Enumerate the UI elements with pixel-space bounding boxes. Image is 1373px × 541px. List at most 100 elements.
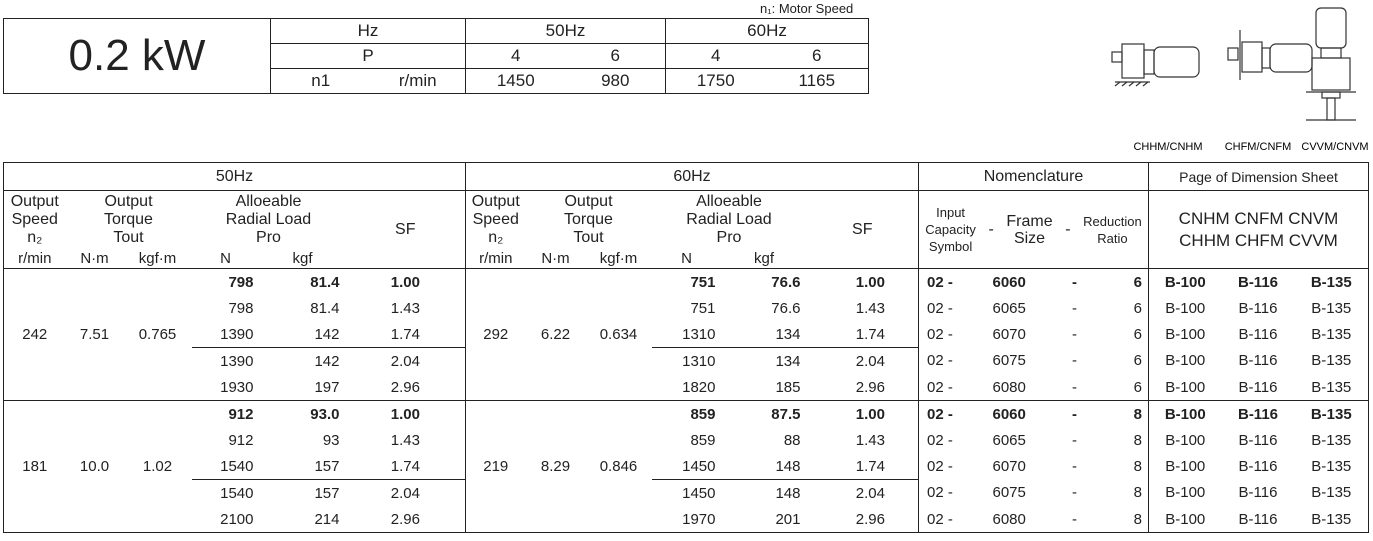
header-line: Pro	[716, 229, 742, 246]
header-line: Speed	[472, 211, 519, 228]
page-ref: B-135	[1311, 510, 1352, 528]
unit: r/min	[465, 249, 526, 269]
load-n: 1540	[220, 484, 254, 502]
nomenclature-header: Input Capacity Symbol - Frame Size - Reduction R…	[920, 204, 1149, 255]
row: 50Hz 60Hz Nomenclature Page of Dimension Sh…	[3, 162, 1369, 191]
load-n: 1310	[651, 321, 722, 348]
data-row: 1390 142 1.74 1310 134 1.74 02 -6070-6 B-100 B-1…	[4, 321, 1369, 348]
page-model: CHFM	[1234, 230, 1284, 250]
data-row: 1540 157 2.04 1450 148 2.04 02 - 6075 - 8 B-100 B-1…	[4, 479, 1369, 506]
model-icons: CHHM/CNHM CHFM/CNFM CVVM/CNVM	[1111, 7, 1369, 153]
page-model: CNHM	[1178, 208, 1230, 228]
load-kgf: 148	[775, 484, 801, 502]
load-kgf: 134	[721, 321, 807, 348]
load-kgf: 81.4	[259, 268, 346, 295]
ratio: 8	[1133, 457, 1142, 475]
load-kgf: 142	[259, 321, 346, 348]
icon-horizontal	[1111, 43, 1200, 87]
ratio: 6	[1133, 299, 1142, 317]
torque-kgfm: 0.634	[585, 268, 652, 401]
load-kgf: 93	[322, 431, 340, 449]
page-model: CNVM	[1288, 208, 1339, 228]
torque-nm: 6.22	[525, 268, 586, 401]
sf: 1.00	[806, 268, 919, 295]
data-row: 181 10.0 1.02 912 93.0 1.00 219 8.29 0.846 859 87.…	[3, 400, 1369, 533]
ratio: 8	[1094, 400, 1149, 427]
header-line: Ratio	[1097, 230, 1128, 246]
sf: 1.43	[855, 431, 885, 449]
header-line: Output	[564, 193, 613, 210]
sf: 2.96	[855, 378, 885, 396]
header-line: n₂	[27, 229, 43, 246]
header-line: Output	[471, 193, 520, 210]
data-row: 1390 142 2.04 1310 134 2.04 02 - 6075 - 6 B-100 B-1…	[4, 347, 1369, 374]
header-line: Radial Load	[225, 211, 312, 228]
cell: P	[270, 43, 466, 69]
data-row: 1930 197 2.96 1820 185 2.96 02 - 6080 - 6 B-100 B-1…	[4, 374, 1369, 401]
sf: 2.04	[855, 484, 885, 502]
load-n: 1970	[682, 510, 716, 528]
header-line: Capacity	[925, 222, 976, 237]
page-ref: B-135	[1311, 457, 1352, 475]
page-ref: B-116	[1238, 484, 1278, 502]
page-ref: B-100	[1148, 347, 1222, 374]
load-n: 1930	[220, 378, 254, 396]
sf: 1.74	[806, 321, 919, 348]
frame-size: 6080	[992, 510, 1026, 528]
symbol: 02 -	[918, 374, 985, 401]
section-title: Nomenclature	[918, 162, 1149, 191]
output-speed: 292	[465, 268, 526, 401]
load-n: 798	[228, 299, 254, 317]
symbol: 02 -	[918, 347, 985, 374]
page-ref: B-100	[1148, 427, 1222, 453]
page-ref: B-135	[1311, 378, 1352, 396]
dash: -	[1054, 268, 1095, 295]
load-n: 751	[690, 299, 716, 317]
load-n: 751	[651, 268, 722, 295]
ratio: 8	[1133, 510, 1142, 528]
page-ref: B-100	[1148, 479, 1222, 506]
page-model: CHHM	[1179, 230, 1231, 250]
dash: -	[988, 221, 994, 238]
page-ref: B-116	[1221, 400, 1295, 427]
data-row: 1540 157 1.74 1450 148 1.74 02 -6070-8 B-100 B-1…	[4, 453, 1369, 480]
column-header: CNHM CNFM CNVM CHHM CHFM CVVM	[1148, 190, 1369, 269]
dash: -	[1072, 510, 1077, 528]
sf: 2.96	[855, 510, 885, 528]
icon-flange	[1227, 30, 1313, 80]
header-line: Torque	[104, 211, 153, 228]
rating-table: 50Hz 60Hz Nomenclature Page of Dimension Sh…	[3, 162, 1369, 533]
header-line: Output	[104, 193, 153, 210]
page-ref: B-135	[1311, 431, 1352, 449]
frame-size: 6065	[992, 299, 1026, 317]
unit: kgf	[721, 249, 807, 269]
sf: 1.74	[345, 321, 466, 348]
symbol: 02 -	[918, 427, 985, 453]
unit: kgf·m	[585, 249, 652, 269]
load-kgf: 93.0	[259, 400, 346, 427]
load-n: 1450	[651, 453, 722, 480]
torque-nm: 10.0	[65, 400, 124, 533]
load-kgf: 201	[775, 510, 801, 528]
column-header: Alloeable Radial Load Pro	[652, 191, 807, 250]
header-line: Tout	[113, 229, 144, 246]
page-ref: B-116	[1221, 268, 1295, 295]
page-ref: B-116	[1238, 457, 1278, 475]
column-header: Output Torque Tout	[526, 191, 652, 250]
load-n: 1540	[191, 453, 260, 480]
motor-table: 0.2 kW Hz 50Hz 60Hz P 4 6 4 6 n1 r/min 1450 980 1750 1…	[3, 18, 869, 94]
ratio: 6	[1133, 378, 1142, 396]
load-kgf: 148	[721, 453, 807, 480]
header-line: SF	[395, 220, 416, 238]
load-kgf: 76.6	[721, 268, 807, 295]
load-n: 1820	[682, 378, 716, 396]
page-header-line: CNHM CNFM CNVM	[1150, 208, 1369, 230]
page-ref: B-135	[1294, 268, 1369, 295]
dash: -	[1072, 457, 1077, 475]
row: n1 r/min 1450 980 1750 1165	[4, 68, 869, 94]
header-line: Symbol	[928, 239, 973, 254]
page-ref: B-135	[1311, 325, 1352, 343]
load-kgf: 88	[783, 431, 801, 449]
load-n: 912	[228, 431, 254, 449]
